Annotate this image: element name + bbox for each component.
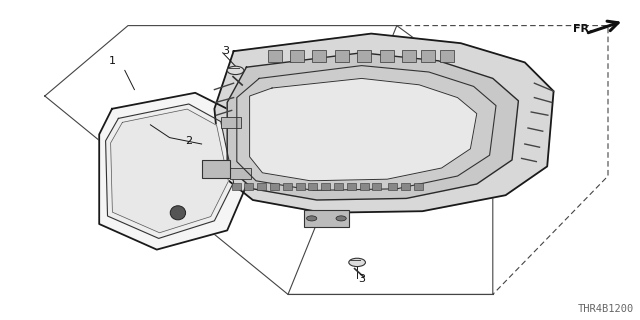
Bar bbox=[402, 50, 416, 62]
Ellipse shape bbox=[170, 206, 186, 220]
Bar bbox=[401, 183, 410, 190]
Polygon shape bbox=[237, 66, 496, 190]
Bar bbox=[268, 50, 282, 62]
Text: 1: 1 bbox=[109, 56, 115, 66]
Bar bbox=[380, 50, 394, 62]
Text: THR4B1200: THR4B1200 bbox=[577, 304, 634, 314]
Text: 3: 3 bbox=[358, 274, 365, 284]
Bar bbox=[414, 183, 423, 190]
Bar bbox=[321, 183, 330, 190]
Polygon shape bbox=[214, 34, 554, 213]
Bar bbox=[283, 183, 292, 190]
Circle shape bbox=[307, 216, 317, 221]
Bar bbox=[357, 50, 371, 62]
Bar bbox=[296, 183, 305, 190]
Polygon shape bbox=[250, 78, 477, 181]
Bar bbox=[334, 183, 343, 190]
Bar bbox=[257, 183, 266, 190]
Text: 2: 2 bbox=[185, 136, 193, 146]
Bar bbox=[290, 50, 304, 62]
Bar bbox=[335, 50, 349, 62]
Bar bbox=[372, 183, 381, 190]
Polygon shape bbox=[99, 93, 246, 250]
Bar bbox=[360, 183, 369, 190]
Circle shape bbox=[227, 66, 244, 75]
Bar bbox=[304, 210, 349, 227]
Bar bbox=[421, 50, 435, 62]
Circle shape bbox=[336, 216, 346, 221]
Bar bbox=[312, 50, 326, 62]
Bar bbox=[308, 183, 317, 190]
Polygon shape bbox=[111, 109, 228, 233]
Text: 3: 3 bbox=[222, 46, 228, 56]
Polygon shape bbox=[227, 53, 518, 200]
Text: FR.: FR. bbox=[573, 24, 593, 34]
Bar bbox=[388, 183, 397, 190]
Bar bbox=[440, 50, 454, 62]
Bar bbox=[244, 183, 253, 190]
Bar bbox=[230, 168, 251, 179]
Bar bbox=[347, 183, 356, 190]
Polygon shape bbox=[106, 104, 234, 238]
Bar bbox=[270, 183, 279, 190]
Bar bbox=[221, 117, 241, 128]
Bar bbox=[232, 183, 241, 190]
Bar bbox=[202, 160, 230, 178]
Circle shape bbox=[349, 258, 365, 267]
